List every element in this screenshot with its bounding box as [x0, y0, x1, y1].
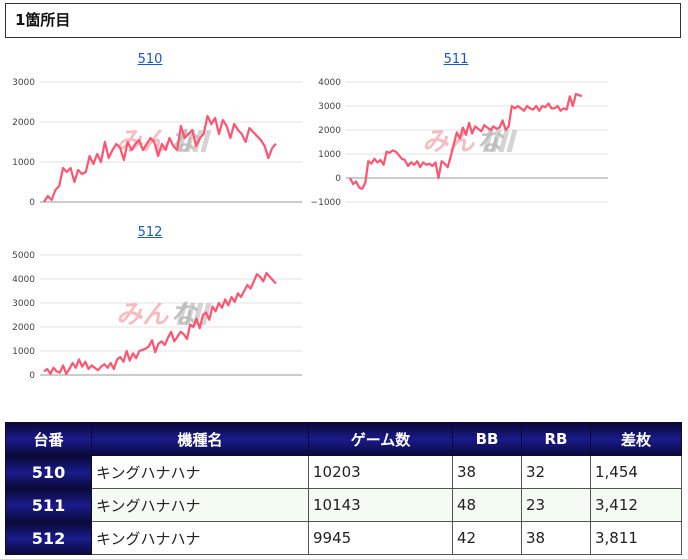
machine-name-cell: キングハナハナ [91, 455, 309, 489]
chart-510-plot: 0100020003000みんな [12, 78, 302, 208]
y-tick-label: 1000 [318, 150, 341, 160]
series-line [349, 92, 583, 190]
game-count-cell: 10203 [308, 455, 453, 489]
table-row: 510 キングハナハナ 10203 38 32 1,454 [5, 455, 682, 489]
y-tick-label: 2000 [12, 118, 35, 128]
header-machine-name: 機種名 [91, 422, 309, 456]
rb-cell: 38 [521, 521, 591, 555]
series-line [43, 114, 277, 203]
chart-510: 510 0100020003000みんな [0, 52, 302, 208]
machine-number-cell[interactable]: 512 [5, 521, 92, 555]
header-game-count: ゲーム数 [308, 422, 453, 456]
diff-cell: 3,811 [590, 521, 682, 555]
chart-512: 512 010002000300040005000みんな [0, 225, 302, 381]
machine-name-cell: キングハナハナ [91, 521, 309, 555]
rb-cell: 23 [521, 488, 591, 522]
y-tick-label: 0 [29, 198, 35, 208]
machine-number-cell[interactable]: 510 [5, 455, 92, 489]
diff-cell: 3,412 [590, 488, 682, 522]
chart-512-title-link[interactable]: 512 [137, 225, 163, 240]
game-count-cell: 9945 [308, 521, 453, 555]
chart-512-plot: 010002000300040005000みんな [12, 251, 302, 381]
game-count-cell: 10143 [308, 488, 453, 522]
y-tick-label: 2000 [318, 126, 341, 136]
y-tick-label: 1000 [12, 347, 35, 357]
y-tick-label: 4000 [12, 275, 35, 285]
chart-511-plot: −100001000200030004000みんな [311, 78, 608, 208]
y-tick-label: 2000 [12, 323, 35, 333]
watermark-logo [490, 130, 502, 152]
y-tick-label: 5000 [12, 251, 35, 261]
bb-cell: 42 [452, 521, 522, 555]
y-tick-label: 0 [335, 174, 341, 184]
table-header-row: 台番 機種名 ゲーム数 BB RB 差枚 [5, 422, 682, 456]
watermark-logo [498, 130, 510, 152]
watermark-logo [184, 303, 196, 325]
header-machine-number: 台番 [5, 422, 92, 456]
chart-510-title-link[interactable]: 510 [137, 52, 163, 67]
chart-511-title-link[interactable]: 511 [443, 52, 469, 67]
diff-cell: 1,454 [590, 455, 682, 489]
header-bb: BB [452, 422, 522, 456]
watermark-logo [482, 130, 494, 152]
chart-511: 511 −100001000200030004000みんな [306, 52, 608, 208]
bb-cell: 48 [452, 488, 522, 522]
y-tick-label: 3000 [318, 102, 341, 112]
watermark-logo: みん [116, 127, 169, 157]
watermark-logo [200, 130, 212, 152]
machine-name-cell: キングハナハナ [91, 488, 309, 522]
watermark-logo [176, 303, 188, 325]
header-diff: 差枚 [590, 422, 682, 456]
y-tick-label: 3000 [12, 299, 35, 309]
y-tick-label: −1000 [311, 198, 342, 208]
table-row: 512 キングハナハナ 9945 42 38 3,811 [5, 521, 682, 555]
table-row: 511 キングハナハナ 10143 48 23 3,412 [5, 488, 682, 522]
watermark-logo: みん [116, 300, 169, 330]
section-title: 1箇所目 [5, 3, 681, 38]
y-tick-label: 3000 [12, 78, 35, 88]
series-line [43, 271, 277, 375]
y-tick-label: 4000 [318, 78, 341, 88]
y-tick-label: 0 [29, 371, 35, 381]
y-tick-label: 1000 [12, 158, 35, 168]
machine-data-table: 台番 機種名 ゲーム数 BB RB 差枚 510 キングハナハナ 10203 3… [5, 422, 682, 555]
rb-cell: 32 [521, 455, 591, 489]
header-rb: RB [521, 422, 591, 456]
bb-cell: 38 [452, 455, 522, 489]
watermark-logo [506, 130, 518, 152]
machine-number-cell[interactable]: 511 [5, 488, 92, 522]
